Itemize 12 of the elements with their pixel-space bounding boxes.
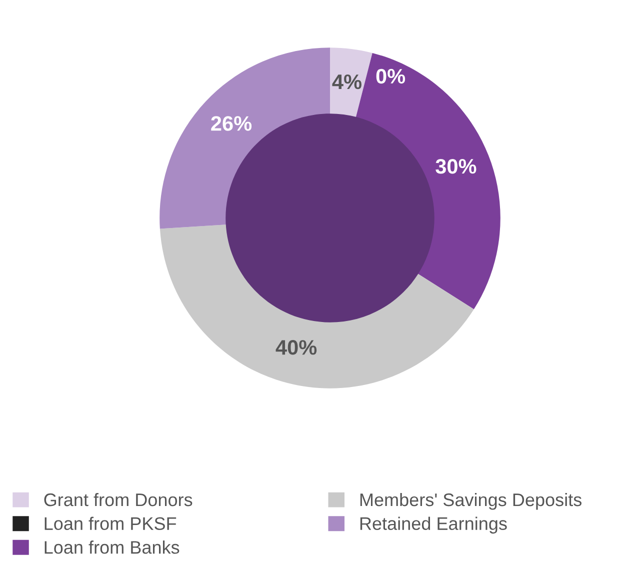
text: 0% — [376, 68, 406, 84]
legend-label: Retained Earnings — [360, 516, 507, 534]
donut-slice — [160, 224, 474, 388]
legend-label: Loan from PKSF — [44, 516, 176, 530]
data-label: 40% — [276, 340, 317, 355]
legend-label: Grant from Donors — [44, 492, 192, 506]
legend-label: Members' Savings Deposits — [360, 492, 582, 510]
data-label: 26% — [211, 116, 252, 131]
data-label: 4% — [332, 74, 362, 90]
donut-slice — [160, 48, 330, 229]
legend-label: Loan from Banks — [44, 540, 180, 554]
data-label: 30% — [436, 158, 476, 174]
